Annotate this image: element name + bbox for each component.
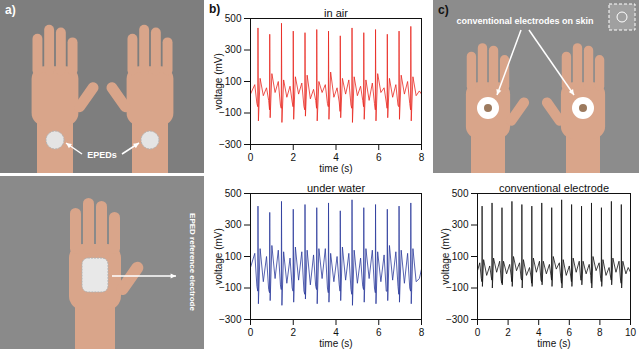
svg-text:100: 100 bbox=[225, 76, 242, 87]
svg-text:500: 500 bbox=[225, 188, 242, 199]
svg-text:conventional electrode: conventional electrode bbox=[499, 182, 609, 194]
svg-text:EPED reference electrode: EPED reference electrode bbox=[188, 213, 197, 311]
svg-text:−300: −300 bbox=[219, 314, 242, 325]
svg-text:4: 4 bbox=[333, 327, 339, 338]
svg-text:100: 100 bbox=[452, 251, 469, 262]
svg-text:0: 0 bbox=[475, 327, 481, 338]
svg-text:−100: −100 bbox=[219, 107, 242, 119]
svg-text:6: 6 bbox=[376, 152, 382, 163]
svg-text:−100: −100 bbox=[446, 282, 469, 294]
svg-text:500: 500 bbox=[225, 13, 242, 24]
svg-text:time (s): time (s) bbox=[319, 163, 352, 174]
svg-text:−300: −300 bbox=[446, 314, 469, 325]
svg-text:voltage (mV): voltage (mV) bbox=[440, 228, 451, 285]
svg-text:a): a) bbox=[5, 3, 16, 17]
svg-text:8: 8 bbox=[597, 327, 603, 338]
svg-text:time (s): time (s) bbox=[319, 338, 352, 349]
svg-text:−300: −300 bbox=[219, 139, 242, 150]
svg-text:4: 4 bbox=[333, 152, 339, 163]
svg-text:0: 0 bbox=[248, 327, 254, 338]
svg-text:300: 300 bbox=[225, 44, 242, 55]
svg-text:300: 300 bbox=[452, 219, 469, 230]
svg-text:2: 2 bbox=[505, 327, 511, 338]
svg-text:voltage (mV): voltage (mV) bbox=[213, 53, 224, 110]
svg-text:8: 8 bbox=[419, 152, 425, 163]
svg-text:8: 8 bbox=[419, 327, 425, 338]
svg-text:in air: in air bbox=[324, 7, 348, 19]
svg-text:conventional electrodes on ski: conventional electrodes on skin bbox=[456, 16, 593, 26]
svg-text:300: 300 bbox=[225, 219, 242, 230]
svg-text:EPEDs: EPEDs bbox=[87, 150, 117, 160]
svg-text:2: 2 bbox=[290, 152, 296, 163]
svg-text:under water: under water bbox=[307, 182, 365, 194]
svg-text:500: 500 bbox=[452, 188, 469, 199]
svg-text:time (s): time (s) bbox=[537, 338, 570, 349]
svg-text:6: 6 bbox=[567, 327, 573, 338]
html-text:b): b) bbox=[209, 2, 221, 16]
svg-text:c): c) bbox=[438, 3, 449, 17]
svg-text:voltage (mV): voltage (mV) bbox=[213, 228, 224, 285]
svg-text:2: 2 bbox=[290, 327, 296, 338]
svg-text:0: 0 bbox=[248, 152, 254, 163]
svg-text:10: 10 bbox=[625, 327, 637, 338]
svg-text:4: 4 bbox=[536, 327, 542, 338]
svg-text:6: 6 bbox=[376, 327, 382, 338]
svg-text:−100: −100 bbox=[219, 282, 242, 294]
svg-text:100: 100 bbox=[225, 251, 242, 262]
